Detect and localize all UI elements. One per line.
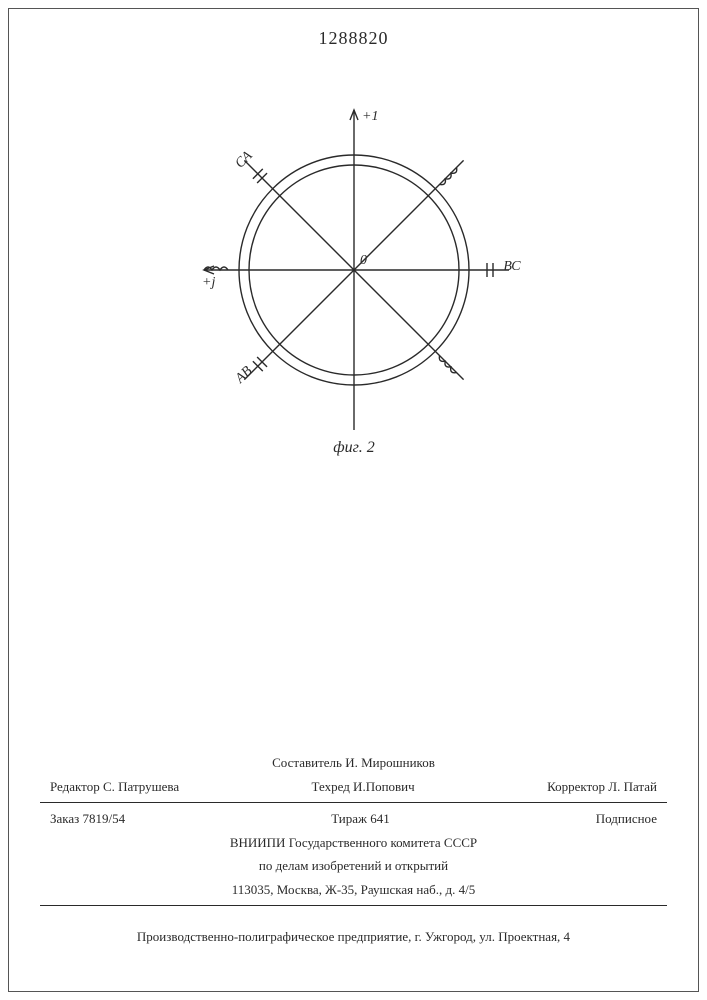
order-row: Заказ 7819/54 Тираж 641 Подписное xyxy=(40,807,667,831)
divider-2 xyxy=(40,905,667,906)
svg-text:0: 0 xyxy=(360,253,367,268)
compiler-line: Составитель И. Мирошников xyxy=(40,751,667,775)
svg-text:+j: +j xyxy=(202,275,215,290)
footer-block: Составитель И. Мирошников Редактор С. Па… xyxy=(40,751,667,910)
svg-text:+1: +1 xyxy=(362,109,378,124)
techred-name: Техред И.Попович xyxy=(312,777,415,797)
corrector-name: Корректор Л. Патай xyxy=(547,777,657,797)
divider-1 xyxy=(40,802,667,803)
diagram-svg: +1+j0САВСАВфиг. 2 xyxy=(154,100,554,460)
printer-line: Производственно-полиграфическое предприя… xyxy=(40,929,667,945)
tirage-value: Тираж 641 xyxy=(331,809,390,829)
address-line: 113035, Москва, Ж-35, Раушская наб., д. … xyxy=(40,878,667,902)
svg-text:фиг. 2: фиг. 2 xyxy=(333,439,374,456)
org-line-1: ВНИИПИ Государственного комитета СССР xyxy=(40,831,667,855)
editor-name: Редактор С. Патрушева xyxy=(50,777,179,797)
svg-text:ВС: ВС xyxy=(503,259,521,274)
phasor-diagram: +1+j0САВСАВфиг. 2 xyxy=(154,100,554,460)
subscription-label: Подписное xyxy=(596,809,657,829)
credits-row: Редактор С. Патрушева Техред И.Попович К… xyxy=(40,775,667,799)
org-line-2: по делам изобретений и открытий xyxy=(40,854,667,878)
order-number: Заказ 7819/54 xyxy=(50,809,125,829)
svg-text:АВ: АВ xyxy=(231,363,255,387)
page-number: 1288820 xyxy=(319,28,389,49)
